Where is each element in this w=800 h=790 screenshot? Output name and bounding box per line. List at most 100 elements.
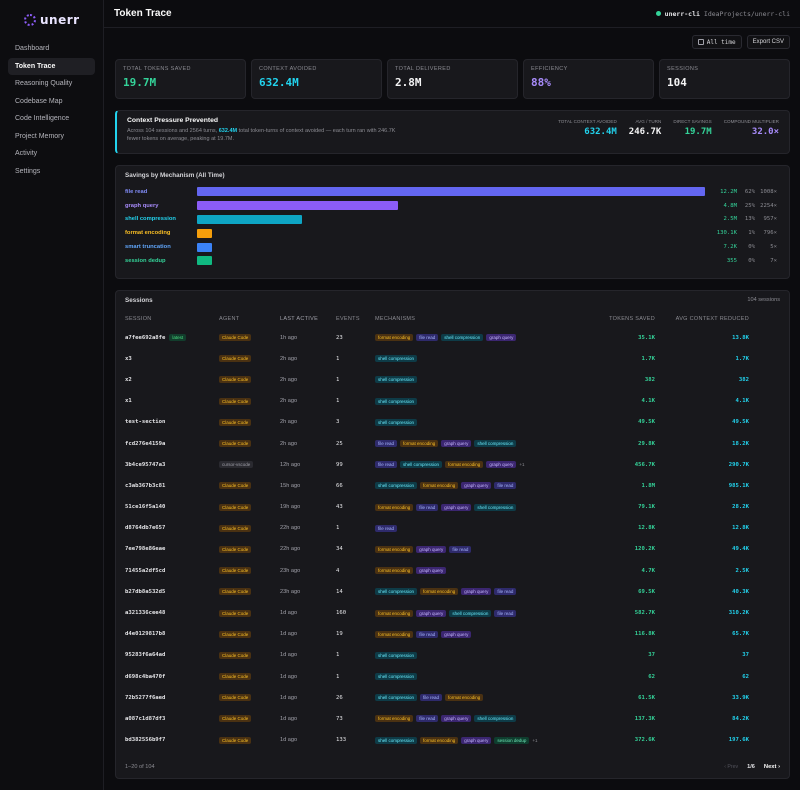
session-cell: 7ee798e86eae <box>125 546 219 552</box>
mechanism-tag-graph-query: graph query <box>416 609 447 617</box>
table-row[interactable]: a087c1d87df3 Claude Code 1d ago 73 format en… <box>116 708 789 729</box>
table-row[interactable]: 51ce16f5a140 Claude Code 19h ago 43 format e… <box>116 497 789 518</box>
col-session[interactable]: SESSION <box>125 316 152 322</box>
mechanism-row-shell-compression: shell compression 2.5M 13% 957× <box>125 213 780 227</box>
table-row[interactable]: 7ee798e86eae Claude Code 22h ago 34 format e… <box>116 539 789 560</box>
col-mechanisms[interactable]: MECHANISMS <box>375 316 416 322</box>
session-id[interactable]: a7fee692a8fe <box>125 334 166 341</box>
mechanism-value: 2.5M <box>723 216 737 223</box>
table-row[interactable]: x2 Claude Code 2h ago 1 shell compression 382… <box>116 369 789 390</box>
pagination-range: 1–20 of 104 <box>125 764 155 770</box>
table-row[interactable]: b27db8a532d5 Claude Code 23h ago 14 shell co… <box>116 581 789 602</box>
mechanism-value: 355 <box>726 257 737 264</box>
sidebar-item-token-trace[interactable]: Token Trace <box>8 57 95 75</box>
sidebar-item-activity[interactable]: Activity <box>15 150 38 157</box>
event-count: 1 <box>336 525 340 532</box>
session-id[interactable]: 3b4ce95747a3 <box>125 461 166 468</box>
table-row[interactable]: 71455a2df5cd Claude Code 23h ago 4 format en… <box>116 560 789 581</box>
col-avg-context-reduced[interactable]: AVG CONTEXT REDUCED <box>675 316 749 322</box>
next-page-button[interactable]: Next › <box>763 764 780 770</box>
session-id[interactable]: bd382556b9f7 <box>125 737 166 744</box>
table-row[interactable]: test-section Claude Code 2h ago 3 shell comp… <box>116 412 789 433</box>
session-id[interactable]: x1 <box>125 398 132 405</box>
time-range-button[interactable]: All time <box>691 35 742 49</box>
sidebar-item-reasoning-quality[interactable]: Reasoning Quality <box>15 80 73 87</box>
session-id[interactable]: 95283f6a64ad <box>125 652 166 659</box>
session-id[interactable]: d698c4ba470f <box>125 673 166 680</box>
avg-context-reduced: 84.2K <box>732 715 749 722</box>
session-id[interactable]: a087c1d87df3 <box>125 715 166 722</box>
col-last-active[interactable]: LAST ACTIVE <box>280 316 319 322</box>
table-row[interactable]: 72b5277f6aed Claude Code 1d ago 26 shell com… <box>116 687 789 708</box>
sidebar-item-project-memory[interactable]: Project Memory <box>15 132 65 140</box>
mechanism-bar <box>197 256 213 266</box>
agent-cell: Claude Code <box>219 736 280 744</box>
session-id[interactable]: d8764db7e657 <box>125 525 166 532</box>
col-events[interactable]: EVENTS <box>336 316 360 322</box>
agent-cell: Claude Code <box>219 651 280 659</box>
session-id[interactable]: 71455a2df5cd <box>125 567 166 574</box>
sidebar-item-settings[interactable]: Settings <box>15 167 41 175</box>
table-row[interactable]: a321336cee48 Claude Code 1d ago 160 format e… <box>116 602 789 623</box>
session-id[interactable]: test-section <box>125 419 166 426</box>
export-csv-button[interactable]: Export CSV <box>746 35 790 49</box>
table-row[interactable]: 3b4ce95747a3 cursor-vscode 12h ago 99 file r… <box>116 454 789 475</box>
table-row[interactable]: d4e0129817b8 Claude Code 1d ago 19 format en… <box>116 624 789 645</box>
session-id[interactable]: b27db8a532d5 <box>125 588 166 595</box>
session-id[interactable]: x2 <box>125 376 132 383</box>
mechanism-tag-format-encoding: format encoding <box>375 609 414 617</box>
metric-compound-multiplier: COMPOUND MULTIPLIER 32.0× <box>724 119 779 137</box>
mechanism-tag-shell-compression: shell compression <box>375 355 418 363</box>
mechanism-value: 4.8M <box>723 202 737 209</box>
mechanism-tags: file read <box>375 524 597 532</box>
mechanism-row-session-dedup: session dedup 355 0% 7× <box>125 254 780 268</box>
last-active: 2h ago <box>280 355 298 362</box>
mechanism-tags: format encoding file read graph query <box>375 630 597 638</box>
session-id[interactable]: d4e0129817b8 <box>125 631 166 638</box>
sidebar-item-code-intelligence[interactable]: Code Intelligence <box>15 115 70 122</box>
session-cell: 51ce16f5a140 <box>125 504 219 510</box>
table-row[interactable]: x3 Claude Code 2h ago 1 shell compression 1.7… <box>116 348 789 369</box>
session-id[interactable]: 72b5277f6aed <box>125 694 166 701</box>
avg-context-reduced: 985.1K <box>728 482 749 489</box>
table-row[interactable]: fcd276e4159a Claude Code 2h ago 25 file read… <box>116 433 789 454</box>
agent-cell: Claude Code <box>219 673 280 681</box>
agent-cell: Claude Code <box>219 482 280 490</box>
table-row[interactable]: 95283f6a64ad Claude Code 1d ago 1 shell comp… <box>116 645 789 666</box>
agent-cell: Claude Code <box>219 694 280 702</box>
col-tokens-saved[interactable]: TOKENS SAVED <box>609 316 655 322</box>
session-id[interactable]: 51ce16f5a140 <box>125 504 166 511</box>
session-id[interactable]: x3 <box>125 355 132 362</box>
table-row[interactable]: bd382556b9f7 Claude Code 1d ago 133 shell co… <box>116 730 789 751</box>
agent-badge: Claude Code <box>219 651 252 659</box>
session-id[interactable]: c3ab367b3c81 <box>125 482 166 489</box>
avg-context-reduced: 62 <box>742 673 749 680</box>
avg-context-reduced: 310.2K <box>728 610 749 617</box>
project-indicator[interactable]: unerr-cli IdeaProjects/unerr-cli <box>655 10 790 18</box>
session-id[interactable]: 7ee798e86eae <box>125 546 166 553</box>
session-cell: 72b5277f6aed <box>125 695 219 701</box>
stat-card-efficiency: EFFICIENCY 88% <box>523 59 654 99</box>
session-id[interactable]: a321336cee48 <box>125 610 166 617</box>
mechanism-tag-shell-compression: shell compression <box>474 503 517 511</box>
col-agent[interactable]: AGENT <box>219 316 240 322</box>
agent-badge: Claude Code <box>219 567 252 575</box>
mechanism-tag-file-read: file read <box>494 482 517 490</box>
table-row[interactable]: d8764db7e657 Claude Code 22h ago 1 file read… <box>116 518 789 539</box>
mechanism-percent: 62% <box>744 188 755 195</box>
table-row[interactable]: d698c4ba470f Claude Code 1d ago 1 shell comp… <box>116 666 789 687</box>
sidebar-item-dashboard[interactable]: Dashboard <box>15 45 50 52</box>
mechanism-track <box>197 228 705 238</box>
mechanism-tag-shell-compression: shell compression <box>474 440 517 448</box>
table-row[interactable]: a7fee692a8fe latest Claude Code 1h ago 23 for… <box>116 327 789 348</box>
last-active: 1d ago <box>280 610 298 617</box>
table-row[interactable]: c3ab367b3c81 Claude Code 15h ago 66 shell co… <box>116 475 789 496</box>
mechanism-tags: shell compression format encoding graph qu… <box>375 482 597 490</box>
event-count: 1 <box>336 376 340 383</box>
prev-page-button[interactable]: ‹ Prev <box>724 764 739 770</box>
event-count: 26 <box>336 694 343 701</box>
table-row[interactable]: x1 Claude Code 2h ago 1 shell compression 4.1… <box>116 391 789 412</box>
logo[interactable]: unerr <box>0 0 103 30</box>
sidebar-item-codebase-map[interactable]: Codebase Map <box>15 97 63 105</box>
session-id[interactable]: fcd276e4159a <box>125 440 166 447</box>
